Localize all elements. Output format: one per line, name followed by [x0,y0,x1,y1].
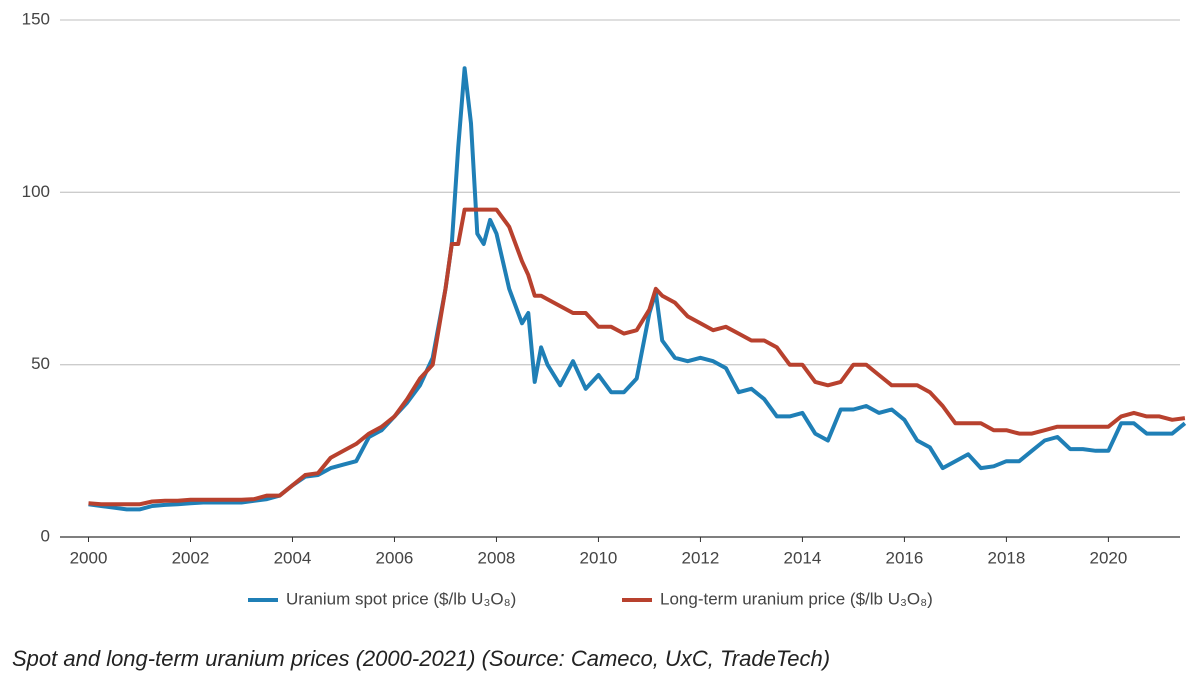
series-line [88,207,1186,507]
x-tick-label: 2000 [70,548,108,567]
x-tick-label: 2008 [478,548,516,567]
x-tick-label: 2004 [274,548,312,567]
x-tick-label: 2010 [580,548,618,567]
legend-label: Uranium spot price ($/lb U₃O₈) [286,589,516,608]
x-tick-label: 2020 [1089,548,1127,567]
x-tick-label: 2012 [682,548,720,567]
y-tick-label: 0 [41,526,50,545]
y-tick-label: 50 [31,354,50,373]
y-tick-label: 150 [22,9,50,28]
x-tick-label: 2014 [784,548,822,567]
x-tick-label: 2002 [172,548,210,567]
caption: Spot and long-term uranium prices (2000-… [12,646,830,671]
x-tick-label: 2006 [376,548,414,567]
legend-label: Long-term uranium price ($/lb U₃O₈) [660,589,933,608]
x-tick-label: 2018 [988,548,1026,567]
x-tick-label: 2016 [886,548,924,567]
y-tick-label: 100 [22,182,50,201]
series-line [88,66,1187,512]
